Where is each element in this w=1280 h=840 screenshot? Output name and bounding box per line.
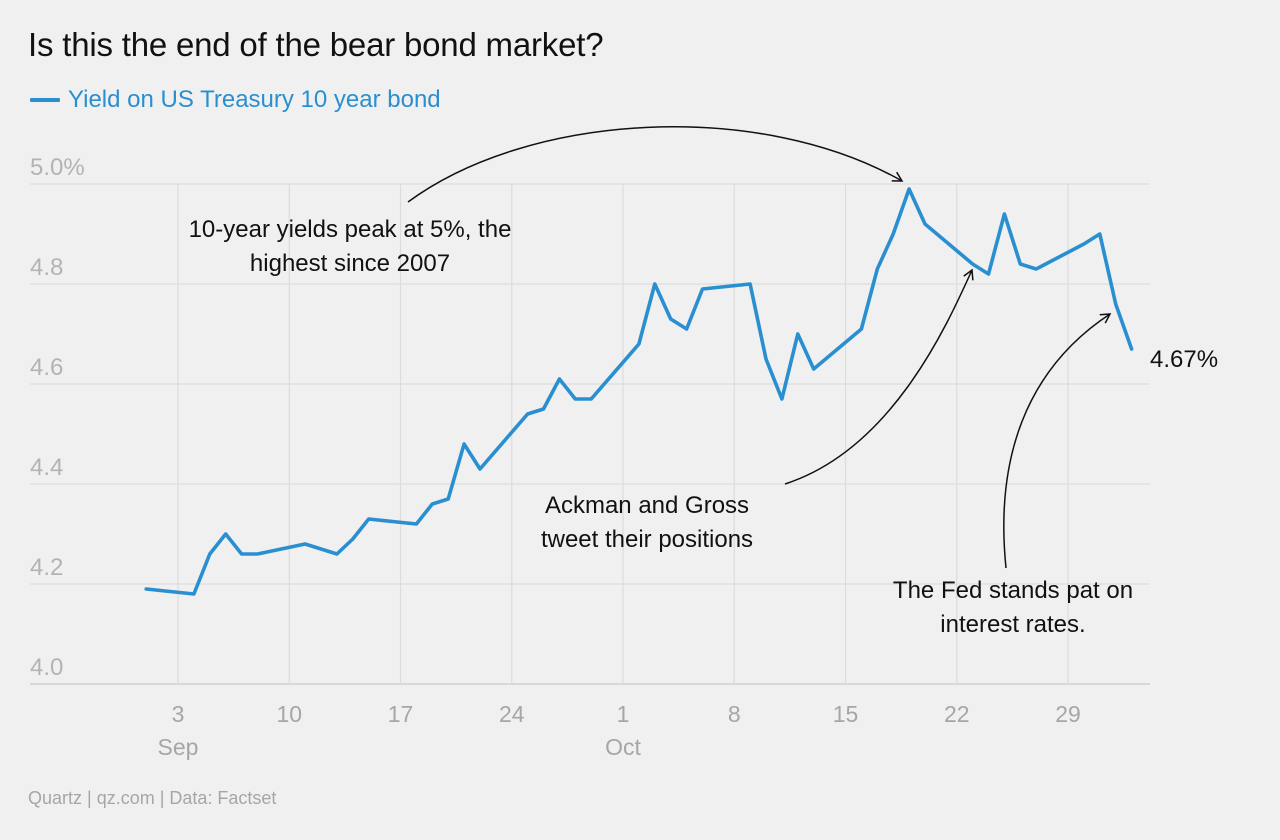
- ackman-annotation-line-2: tweet their positions: [541, 526, 753, 553]
- x-tick-label: 3: [172, 701, 185, 727]
- x-tick-label: 10: [276, 701, 302, 727]
- series-line: [144, 187, 1134, 596]
- ackman-annotation-line-1: Ackman and Gross: [545, 492, 749, 519]
- y-tick-label: 5.0%: [30, 154, 85, 181]
- y-tick-label: 4.2: [30, 554, 63, 581]
- y-tick-label: 4.0: [30, 654, 63, 681]
- x-tick-label: 22: [944, 701, 970, 727]
- y-tick-label: 4.8: [30, 254, 63, 281]
- x-month-label: Oct: [605, 734, 641, 760]
- x-tick-label: 29: [1055, 701, 1081, 727]
- legend-swatch: [30, 98, 60, 102]
- peak-arrow: [407, 126, 904, 203]
- legend-label: Yield on US Treasury 10 year bond: [68, 86, 441, 113]
- source-note: Quartz | qz.com | Data: Factset: [28, 788, 277, 808]
- end-value-label: 4.67%: [1150, 346, 1218, 373]
- chart-title: Is this the end of the bear bond market?: [28, 26, 604, 63]
- x-tick-label: 24: [499, 701, 525, 727]
- x-tick-label: 17: [388, 701, 414, 727]
- fed-annotation-line-1: The Fed stands pat on: [893, 577, 1133, 604]
- fed-annotation-line-2: interest rates.: [940, 611, 1085, 638]
- x-month-label: Sep: [158, 734, 199, 760]
- fed-arrow: [1003, 313, 1112, 569]
- ackman-arrow: [784, 268, 974, 485]
- y-tick-label: 4.4: [30, 454, 63, 481]
- peak-annotation-line-1: 10-year yields peak at 5%, the: [189, 216, 512, 243]
- x-tick-label: 8: [728, 701, 741, 727]
- x-tick-label: 15: [833, 701, 859, 727]
- legend: Yield on US Treasury 10 year bond: [30, 86, 441, 114]
- peak-annotation-line-2: highest since 2007: [250, 250, 450, 277]
- x-tick-label: 1: [617, 701, 630, 727]
- y-tick-label: 4.6: [30, 354, 63, 381]
